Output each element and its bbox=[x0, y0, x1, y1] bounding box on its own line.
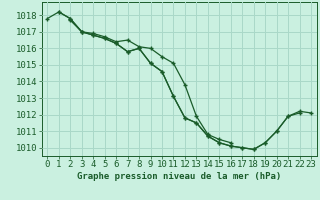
X-axis label: Graphe pression niveau de la mer (hPa): Graphe pression niveau de la mer (hPa) bbox=[77, 172, 281, 181]
